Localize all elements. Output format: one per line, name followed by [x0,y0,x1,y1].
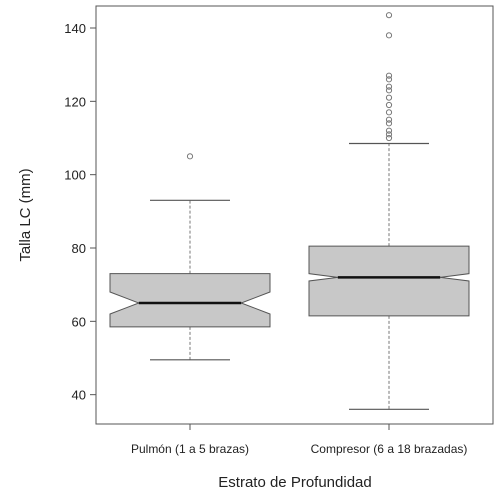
box-group [309,13,469,410]
outlier-point [386,73,391,78]
y-tick-label: 80 [72,241,86,256]
x-category-label: Pulmón (1 a 5 brazas) [131,442,249,456]
plot-frame [96,6,493,424]
outlier-point [386,95,391,100]
boxes-layer [110,13,469,410]
outlier-point [386,33,391,38]
y-axis-title: Talla LC (mm) [17,168,34,261]
y-axis: 40 60 80 100 120 140 [64,21,96,403]
outlier-point [386,117,391,122]
y-tick-label: 100 [64,168,86,183]
x-category-label: Compresor (6 a 18 brazadas) [311,442,468,456]
outlier-point [386,84,391,89]
outlier-point [386,128,391,133]
outlier-point [386,13,391,18]
box-group [110,154,270,360]
y-tick-label: 120 [64,94,86,109]
outlier-point [187,154,192,159]
x-axis: Pulmón (1 a 5 brazas) Compresor (6 a 18 b… [131,424,467,456]
y-tick-label: 60 [72,314,86,329]
y-tick-label: 40 [72,388,86,403]
y-tick-label: 140 [64,21,86,36]
notched-box [309,246,469,316]
outlier-point [386,110,391,115]
outlier-point [386,102,391,107]
x-axis-title: Estrato de Profundidad [218,474,371,491]
notched-box [110,274,270,327]
